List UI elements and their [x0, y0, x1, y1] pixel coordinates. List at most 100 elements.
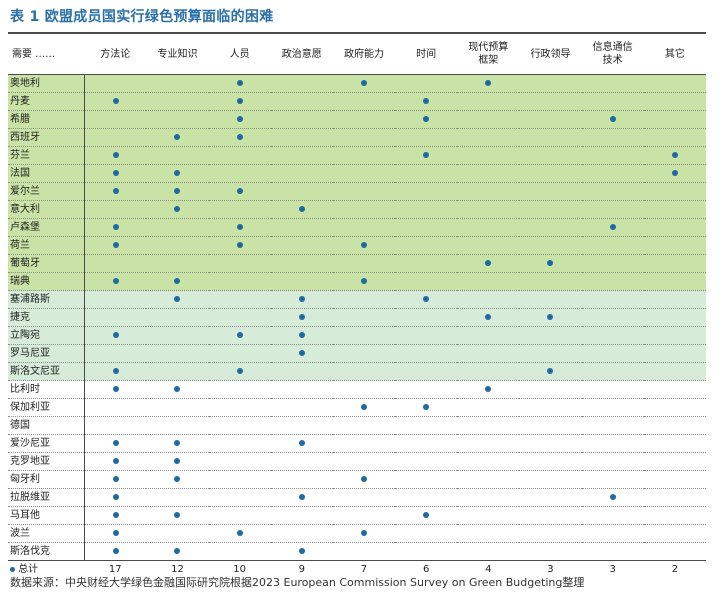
dot-marker	[298, 440, 305, 446]
country-name: 奥地利	[8, 74, 85, 93]
table-cell	[457, 524, 520, 543]
country-name: 塞浦路斯	[8, 290, 85, 309]
table-cell	[395, 362, 458, 381]
table-cell	[208, 362, 271, 381]
table-cell	[519, 434, 582, 453]
data-source-note: 数据来源：中央财经大学绿色金融国际研究院根据2023 European Comm…	[10, 576, 585, 589]
table-cell	[519, 254, 582, 273]
table-cell	[643, 434, 706, 453]
table-cell	[581, 326, 644, 345]
table-cell	[395, 164, 458, 183]
dot-marker	[174, 476, 181, 482]
table-cell	[581, 164, 644, 183]
dot-marker	[485, 80, 492, 86]
table-cell	[395, 542, 458, 561]
table-cell	[395, 506, 458, 525]
table-cell	[270, 488, 333, 507]
dot-marker	[112, 368, 119, 374]
table-cell	[332, 308, 396, 327]
table-cell	[643, 182, 706, 201]
table-cell	[395, 380, 458, 399]
table-cell	[84, 290, 147, 309]
table-cell	[643, 290, 706, 309]
table-cell	[270, 362, 333, 381]
table-cell	[208, 110, 271, 129]
country-name: 爱沙尼亚	[8, 434, 85, 453]
dot-marker	[236, 116, 243, 122]
dot-marker	[112, 224, 119, 230]
table-cell	[208, 542, 271, 561]
table-cell	[270, 524, 333, 543]
table-cell	[146, 398, 209, 417]
table-cell	[270, 200, 333, 219]
table-cell	[457, 182, 520, 201]
table-cell	[643, 92, 706, 111]
dot-marker	[360, 278, 367, 284]
table-cell	[208, 74, 271, 93]
table-cell	[208, 164, 271, 183]
table-cell	[208, 326, 271, 345]
table-cell	[332, 200, 396, 219]
table-cell	[519, 290, 582, 309]
dot-marker	[360, 404, 367, 410]
table-cell	[581, 506, 644, 525]
table-cell	[643, 488, 706, 507]
table-cell	[581, 452, 644, 471]
table-row: 瑞典	[8, 272, 706, 291]
table-cell	[208, 200, 271, 219]
table-cell	[581, 182, 644, 201]
dot-marker	[423, 152, 430, 158]
dot-marker	[485, 314, 492, 320]
table-cell	[84, 434, 147, 453]
table-cell	[146, 236, 209, 255]
table-cell	[581, 74, 644, 93]
table-cell	[519, 344, 582, 363]
column-header: 专业知识	[146, 34, 209, 75]
table-cell	[332, 398, 396, 417]
table-cell	[457, 92, 520, 111]
table-cell	[643, 218, 706, 237]
table-cell	[643, 416, 706, 435]
column-header: 行政领导	[519, 34, 582, 75]
table-cell	[84, 200, 147, 219]
table-cell	[208, 272, 271, 291]
table-cell	[395, 290, 458, 309]
table-row: 荷兰	[8, 236, 706, 255]
table-cell	[643, 506, 706, 525]
table-cell	[395, 236, 458, 255]
table-cell	[270, 146, 333, 165]
table-cell	[84, 254, 147, 273]
table-cell	[457, 398, 520, 417]
table-cell	[643, 470, 706, 489]
table-cell	[208, 236, 271, 255]
table-cell	[519, 92, 582, 111]
table-cell	[395, 488, 458, 507]
table-row: 卢森堡	[8, 218, 706, 237]
table-cell	[146, 254, 209, 273]
table-cell	[457, 128, 520, 147]
table-cell	[643, 308, 706, 327]
table-row: 德国	[8, 416, 706, 435]
table-cell	[332, 290, 396, 309]
table-cell	[519, 380, 582, 399]
table-cell	[457, 326, 520, 345]
table-cell	[457, 416, 520, 435]
country-name: 克罗地亚	[8, 452, 85, 471]
dot-marker	[112, 458, 119, 464]
table-cell	[395, 452, 458, 471]
table-row: 爱尔兰	[8, 182, 706, 201]
table-cell	[146, 362, 209, 381]
table-cell	[519, 524, 582, 543]
table-cell	[84, 110, 147, 129]
table-cell	[643, 236, 706, 255]
dot-marker	[485, 386, 492, 392]
table-cell	[84, 182, 147, 201]
table-cell	[84, 470, 147, 489]
total-value: 10	[208, 560, 271, 579]
country-name: 拉脱维亚	[8, 488, 85, 507]
dot-marker	[112, 332, 119, 338]
table-cell	[332, 110, 396, 129]
table-cell	[146, 74, 209, 93]
table-cell	[395, 344, 458, 363]
column-header: 政治意愿	[270, 34, 333, 75]
